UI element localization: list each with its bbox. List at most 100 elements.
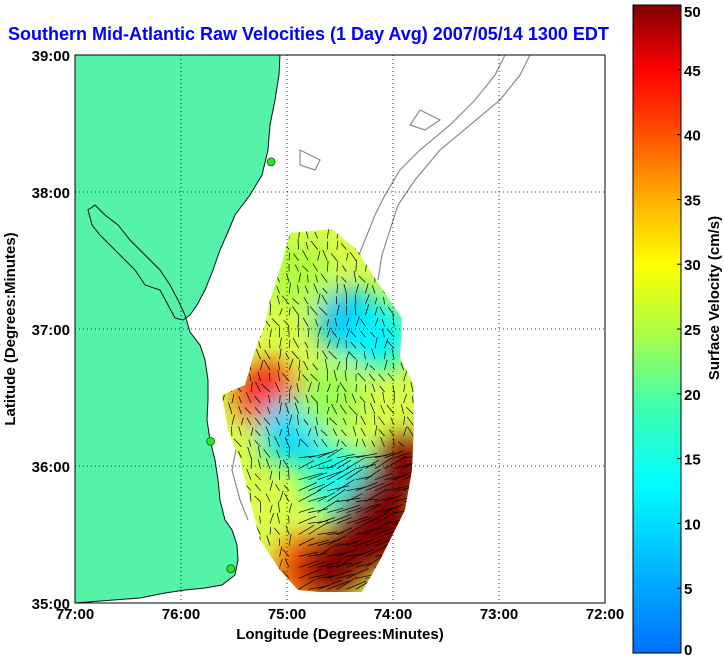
velocity-arrow <box>263 448 271 459</box>
velocity-arrow <box>355 259 357 272</box>
velocity-arrow <box>308 521 329 535</box>
velocity-arrow <box>336 479 355 491</box>
velocity-arrow <box>374 297 378 305</box>
velocity-arrow <box>254 495 261 502</box>
velocity-arrow <box>326 229 330 239</box>
velocity-arrow <box>350 330 357 338</box>
velocity-arrow <box>326 406 330 414</box>
velocity-arrow <box>390 417 395 426</box>
velocity-arrow <box>279 308 283 316</box>
velocity-arrow <box>403 393 407 404</box>
velocity-arrow <box>374 527 393 535</box>
velocity-arrow <box>355 283 359 294</box>
velocity-arrow <box>324 359 328 371</box>
colorbar-tick-label: 0 <box>684 642 692 659</box>
velocity-arrow <box>317 499 339 513</box>
velocity-arrow <box>316 402 319 414</box>
velocity-arrow <box>386 340 395 349</box>
velocity-arrow <box>335 296 338 305</box>
velocity-arrow <box>348 405 357 415</box>
velocity-arrow <box>334 318 338 327</box>
velocity-arrow <box>327 507 344 513</box>
velocity-arrow <box>249 492 252 502</box>
velocity-arrow <box>298 455 316 459</box>
velocity-arrow <box>379 306 385 316</box>
velocity-arrow <box>374 337 378 349</box>
colorbar-tick-label: 15 <box>684 452 701 469</box>
velocity-arrow <box>283 493 290 502</box>
velocity-arrow <box>269 303 272 316</box>
velocity-arrow <box>241 417 244 425</box>
velocity-arrow <box>336 527 353 535</box>
velocity-arrow <box>346 580 367 590</box>
velocity-arrow <box>374 456 395 469</box>
velocity-arrow <box>336 468 357 481</box>
velocity-arrow <box>407 426 414 437</box>
velocity-arrow <box>269 372 271 382</box>
velocity-arrow <box>374 472 393 481</box>
velocity-arrow <box>308 561 326 568</box>
velocity-arrow <box>384 485 410 492</box>
velocity-arrow <box>393 438 395 447</box>
velocity-arrow <box>369 364 376 371</box>
velocity-arrow <box>279 490 284 502</box>
velocity-arrow <box>365 488 387 502</box>
velocity-arrow <box>310 395 318 404</box>
velocity-arrow <box>317 579 343 590</box>
velocity-arrow <box>300 438 309 448</box>
velocity-arrow <box>298 568 322 579</box>
velocity-arrow <box>238 406 242 415</box>
velocity-arrow <box>339 382 347 393</box>
velocity-arrow <box>374 482 393 492</box>
velocity-arrow <box>403 416 406 425</box>
velocity-arrow <box>271 318 280 327</box>
velocity-arrow <box>359 396 366 404</box>
velocity-arrow <box>288 385 292 393</box>
velocity-arrow <box>269 512 274 524</box>
colorbar-tick-label: 50 <box>684 4 701 21</box>
velocity-arrow <box>244 407 252 415</box>
velocity-arrow <box>378 373 385 382</box>
velocity-arrow <box>346 516 369 524</box>
velocity-arrow <box>277 370 280 382</box>
velocity-arrow <box>279 394 281 404</box>
velocity-arrow <box>308 552 327 557</box>
velocity-arrow <box>249 373 252 382</box>
velocity-arrow <box>265 320 271 327</box>
velocity-arrow <box>302 317 309 327</box>
velocity-arrow <box>254 483 261 491</box>
velocity-arrow <box>315 274 319 283</box>
colorbar-tick-label: 20 <box>684 387 701 404</box>
velocity-arrow <box>327 570 352 579</box>
velocity-arrow <box>297 325 300 338</box>
velocity-arrow <box>327 514 352 524</box>
velocity-arrow <box>276 286 280 294</box>
velocity-arrow <box>343 284 347 294</box>
velocity-arrow <box>317 470 342 481</box>
velocity-arrow <box>308 472 328 481</box>
velocity-arrow <box>313 283 319 294</box>
velocity-arrow <box>327 466 350 481</box>
velocity-arrow <box>384 519 402 524</box>
velocity-arrow <box>282 548 290 557</box>
velocity-arrow <box>255 381 261 393</box>
velocity-arrow <box>340 243 347 250</box>
velocity-arrow <box>365 303 370 316</box>
velocity-arrow <box>336 439 340 447</box>
velocity-arrow <box>327 580 351 590</box>
velocity-region <box>299 538 360 592</box>
velocity-arrow <box>245 391 252 404</box>
velocity-arrow <box>365 512 389 524</box>
velocity-arrow <box>331 253 338 261</box>
velocity-arrow <box>336 573 355 579</box>
velocity-arrow <box>288 282 292 294</box>
velocity-arrow <box>295 428 300 437</box>
velocity-arrow <box>298 359 301 371</box>
velocity-arrow <box>269 527 272 535</box>
velocity-arrow <box>317 481 335 492</box>
velocity-arrow <box>279 546 283 557</box>
velocity-arrow <box>355 453 377 459</box>
velocity-arrow <box>245 484 252 491</box>
y-tick-label: 36:00 <box>32 459 70 476</box>
velocity-arrow <box>313 439 319 447</box>
